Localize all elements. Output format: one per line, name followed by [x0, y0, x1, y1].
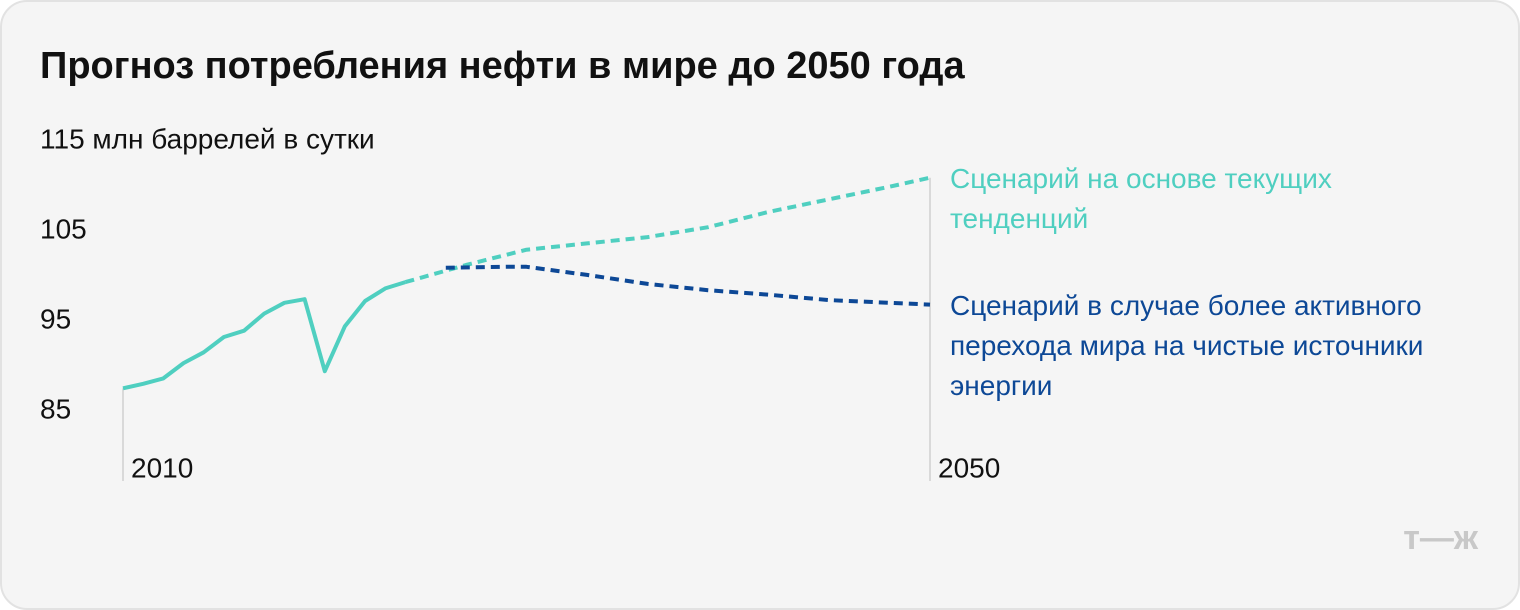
- x-tick-label: 2050: [938, 452, 1000, 483]
- series-label: перехода мира на чистые источники: [950, 330, 1423, 361]
- series-label: энергии: [950, 370, 1052, 401]
- series-label: тенденций: [950, 203, 1088, 234]
- y-tick-label: 85: [40, 393, 71, 424]
- y-tick-label: 105: [40, 213, 87, 244]
- series-label: Сценарий в случае более активного: [950, 290, 1422, 321]
- y-tick-label: 115 млн баррелей в сутки: [40, 123, 375, 154]
- chart-title: Прогноз потребления нефти в мире до 2050…: [40, 45, 965, 87]
- series-line: [122, 280, 406, 391]
- series-label: Сценарий на основе текущих: [950, 163, 1332, 194]
- y-tick-label: 95: [40, 303, 71, 334]
- series-line: [445, 264, 931, 307]
- series-line: [404, 175, 931, 285]
- x-tick-label: 2010: [131, 452, 193, 483]
- brand-logo: т—ж: [1403, 519, 1479, 557]
